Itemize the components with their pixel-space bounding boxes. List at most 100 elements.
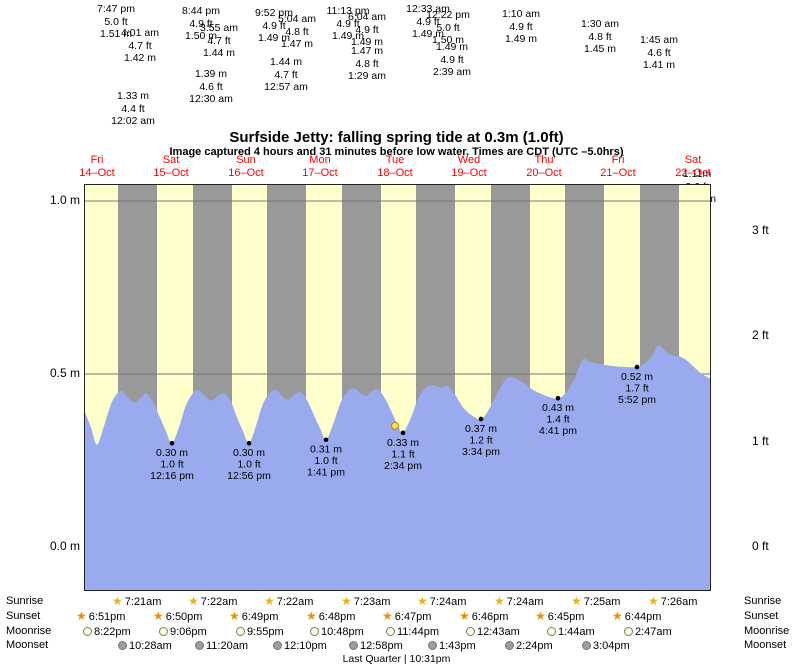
astro-time-text: 8:22pm — [94, 625, 131, 638]
meter-tick-label: 0.0 m — [49, 539, 80, 553]
astro-time-text: 6:51pm — [88, 610, 126, 623]
moonset-time: 1:43pm — [428, 639, 476, 652]
day-label-date: 18–Oct — [377, 166, 413, 179]
moonrise-time: 8:22pm — [83, 625, 131, 638]
low-tide-marker-dot — [323, 437, 329, 443]
astro-time-text: 1:43pm — [439, 639, 476, 652]
high-tide-annotation-line: 11:13 pm — [326, 5, 370, 17]
low-tide-label: 0.52 m 1.7 ft 5:52 pm — [618, 371, 656, 406]
sunrise-time: ★ 7:21am — [112, 595, 161, 608]
meter-tick-label: 1.0 m — [49, 193, 80, 207]
moonset-circle-icon — [195, 641, 204, 650]
high-tide-annotation-line: 6:04 am — [348, 11, 386, 23]
high-tide-annotation: 9:52 pm 4.9 ft 1.49 m — [255, 7, 293, 45]
astro-row-label-right: Moonrise — [744, 625, 790, 637]
high-tide-annotation-line: 1.49 m — [411, 28, 445, 40]
low-tide-label: 0.37 m 1.2 ft 3:34 pm — [462, 423, 500, 458]
sunset-time: ★ 6:50pm — [153, 610, 202, 623]
high-tide-annotation-line: 4.9 ft — [355, 23, 379, 36]
astro-time-text: 12:43am — [477, 625, 520, 638]
moonrise-time: 2:47am — [624, 625, 672, 638]
moonrise-circle-icon — [547, 627, 556, 636]
high-tide-annotation-line: 3:55 am — [200, 22, 238, 34]
astro-time-text: 7:21am — [124, 595, 162, 608]
sunset-star-icon: ★ — [76, 609, 87, 623]
high-tide-annotation-line: 12:30 am — [189, 93, 233, 105]
astro-time-text: 10:28am — [129, 639, 172, 652]
feet-tick-label: 0 ft — [752, 539, 769, 553]
high-tide-annotation: 7:47 pm 5.0 ft 1.51 m — [97, 3, 135, 41]
high-tide-annotation-line: 7:47 pm — [97, 3, 135, 15]
astro-row-label-right: Moonset — [744, 639, 787, 651]
low-tide-marker-dot — [555, 395, 561, 401]
sunset-time: ★ 6:44pm — [612, 610, 661, 623]
low-tide-label: 0.30 m 1.0 ft 12:16 pm — [150, 447, 194, 482]
astro-time-text: 6:44pm — [624, 610, 662, 623]
high-tide-annotation-line: 12:22 pm — [426, 9, 470, 21]
astro-time-text: 7:24am — [429, 595, 467, 608]
astro-time-text: 2:47am — [635, 625, 672, 638]
sunset-star-icon: ★ — [306, 609, 317, 623]
astro-time-text: 6:48pm — [318, 610, 356, 623]
moonrise-circle-icon — [624, 627, 633, 636]
high-tide-annotation-line: 1.45 m — [583, 43, 617, 55]
sunset-star-icon: ★ — [535, 609, 546, 623]
high-tide-annotation-line: 4.7 ft — [128, 39, 152, 52]
astro-row-label-right: Sunrise — [744, 595, 782, 607]
astro-time-text: 7:22am — [276, 595, 314, 608]
high-tide-annotation-line: 1.47 m — [280, 38, 314, 50]
astro-time-text: 6:49pm — [241, 610, 279, 623]
moonrise-circle-icon — [83, 627, 92, 636]
high-tide-annotation-line: 5.0 ft — [104, 15, 128, 28]
sunrise-time: ★ 7:22am — [188, 595, 237, 608]
sunrise-time: ★ 7:26am — [648, 595, 697, 608]
moonrise-circle-icon — [310, 627, 319, 636]
high-tide-annotation-line: 1.49 m — [331, 30, 365, 42]
moonset-circle-icon — [428, 641, 437, 650]
astro-row-label-left: Moonrise — [6, 625, 52, 637]
day-label: Fri 21–Oct — [600, 154, 635, 179]
day-label: Tue 18–Oct — [377, 154, 412, 179]
high-tide-annotation: 1:30 am 4.8 ft 1.45 m — [581, 18, 619, 56]
high-tide-annotation-line: 4.8 ft — [355, 57, 379, 70]
sunrise-star-icon: ★ — [341, 594, 352, 608]
sunset-star-icon: ★ — [229, 609, 240, 623]
astro-row-label-right: Sunset — [744, 610, 779, 622]
sunset-time: ★ 6:45pm — [535, 610, 584, 623]
moonrise-circle-icon — [159, 627, 168, 636]
moonrise-time: 10:48pm — [310, 625, 364, 638]
moonset-circle-icon — [349, 641, 358, 650]
day-label-dow: Sun — [236, 154, 256, 166]
high-tide-annotation-line: 1.50 m — [184, 30, 218, 42]
astro-row-label-left: Sunrise — [6, 595, 44, 607]
high-tide-annotation: 1.33 m 4.4 ft 12:02 am — [111, 90, 155, 128]
feet-tick-label: 3 ft — [752, 222, 769, 237]
astro-time-text: 10:48pm — [321, 625, 364, 638]
tide-plot-svg: 0.30 m 1.0 ft 12:16 pm 0.30 m 1.0 ft 12:56 pm… — [85, 185, 710, 590]
tide-curve-area — [85, 345, 710, 590]
day-label-dow: Fri — [611, 154, 625, 166]
astro-time-text: 9:06pm — [170, 625, 207, 638]
high-tide-annotation-line: 5:04 am — [278, 13, 316, 25]
high-tide-annotation-line: 1.44 m — [269, 56, 303, 68]
day-label-dow: Thu — [534, 154, 554, 166]
astro-time-text: 12:10pm — [284, 639, 327, 652]
high-tide-annotation-line: 4.6 ft — [647, 46, 671, 59]
high-tide-annotation-line: 12:33 am — [406, 3, 450, 15]
day-label: Thu 20–Oct — [526, 154, 561, 179]
high-tide-annotation: 12:33 am 4.9 ft 1.49 m — [406, 3, 450, 41]
high-tide-annotation-line: 1:45 am — [640, 34, 678, 46]
moonset-circle-icon — [118, 641, 127, 650]
day-label-dow: Mon — [309, 154, 331, 166]
low-tide-label: 0.30 m 1.0 ft 12:56 pm — [227, 447, 271, 482]
sunset-star-icon: ★ — [382, 609, 393, 623]
sunset-time: ★ 6:48pm — [306, 610, 355, 623]
day-label-date: 19–Oct — [451, 166, 487, 179]
astro-time-text: 7:22am — [200, 595, 238, 608]
low-tide-label: 0.33 m 1.1 ft 2:34 pm — [384, 437, 422, 472]
sunset-star-icon: ★ — [612, 609, 623, 623]
high-tide-annotation-line: 4:01 am — [121, 27, 159, 39]
high-tide-annotation-line: 1.49 m — [504, 33, 538, 45]
high-tide-annotation: 1:10 am 4.9 ft 1.49 m — [502, 8, 540, 46]
